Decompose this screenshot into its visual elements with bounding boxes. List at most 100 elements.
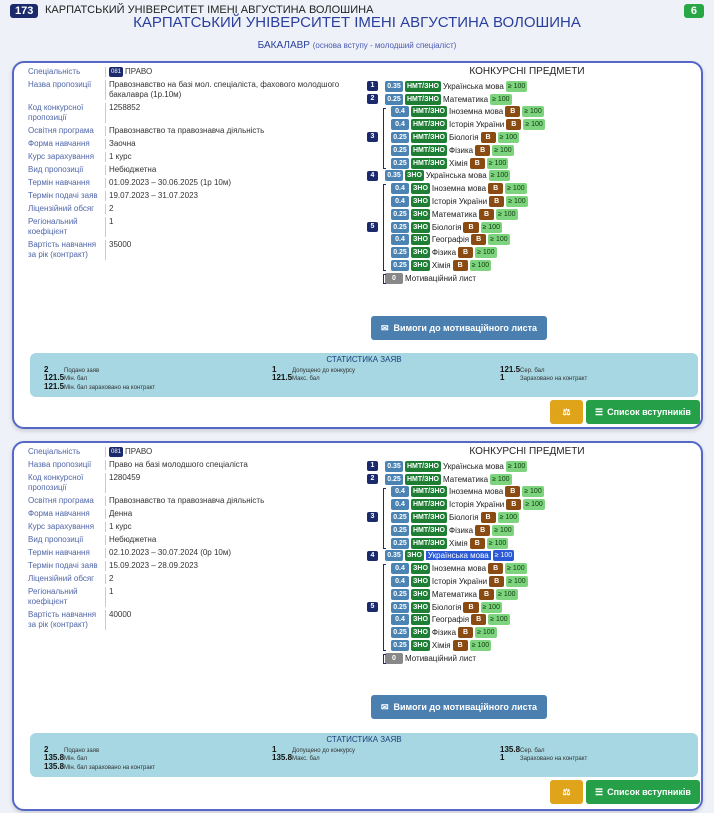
exam-type-badge: ЗНО bbox=[411, 260, 430, 272]
subject-row: 0.4 НМТ/ЗНО Іноземна мова В ≥ 100 bbox=[367, 486, 687, 499]
subject-weight: 0.4 bbox=[391, 119, 409, 131]
competitive-subjects: КОНКУРСНІ ПРЕДМЕТИ 1 0.35 НМТ/ЗНО Українська… bbox=[367, 66, 687, 285]
detail-value: 35000 bbox=[109, 240, 132, 250]
stat-value: 121.5 bbox=[44, 382, 65, 391]
subject-name: Фізика bbox=[431, 628, 457, 638]
level-b-badge: В bbox=[478, 588, 495, 600]
group-bracket bbox=[383, 487, 386, 549]
competitive-subjects: КОНКУРСНІ ПРЕДМЕТИ 1 0.35 НМТ/ЗНО Українська… bbox=[367, 446, 687, 665]
min-score-badge: ≥ 100 bbox=[496, 588, 518, 600]
subject-row: 0.25 НМТ/ЗНО Фізика В ≥ 100 bbox=[367, 524, 687, 537]
detail-label: Термін подачі заяв bbox=[28, 561, 106, 572]
university-name-small[interactable]: КАРПАТСЬКИЙ УНІВЕРСИТЕТ ІМЕНІ АВГУСТИНА … bbox=[45, 4, 374, 16]
subject-weight: 0.4 bbox=[391, 106, 409, 118]
subject-row: 1 0.35 НМТ/ЗНО Українська мова ≥ 100 bbox=[367, 80, 687, 93]
subject-name: Математика bbox=[443, 94, 489, 104]
subject-row: 0.4 ЗНО Географія В ≥ 100 bbox=[367, 234, 687, 247]
detail-row-offer-code: Код конкурсної пропозиції 1258852 bbox=[28, 103, 374, 124]
stat-value: 121.5 bbox=[44, 373, 65, 382]
exam-type-badge: НМТ/ЗНО bbox=[411, 512, 447, 524]
motivation-button-label: Вимоги до мотиваційного листа bbox=[393, 702, 538, 712]
subject-weight: 0.25 bbox=[391, 588, 409, 600]
subject-group-number: 2 bbox=[367, 473, 378, 484]
compare-button[interactable]: ⚖ bbox=[550, 780, 583, 804]
detail-value: Небюджетна bbox=[109, 535, 157, 545]
level-b-badge: В bbox=[458, 627, 474, 639]
applicants-list-button[interactable]: ☰ Список вступників bbox=[586, 400, 700, 424]
detail-row-specialty: Спеціальність 081 ПРАВО bbox=[28, 67, 374, 78]
stat-value: 121.5 bbox=[272, 373, 293, 382]
exam-type-badge: ЗНО bbox=[411, 601, 430, 613]
scales-icon: ⚖ bbox=[562, 786, 571, 797]
exam-type-badge: ЗНО bbox=[411, 627, 430, 639]
stat-label: Макс. бал bbox=[292, 756, 320, 762]
min-score-badge: ≥ 100 bbox=[492, 144, 514, 156]
detail-row-study-term: Термін навчання 02.10.2023 – 30.07.2024 (… bbox=[28, 548, 374, 559]
stat-label: Допущено до конкурсу bbox=[292, 748, 356, 754]
exam-type-badge: НМТ/ЗНО bbox=[411, 119, 447, 131]
subject-row: 3 0.25 НМТ/ЗНО Біологія В ≥ 100 bbox=[367, 511, 687, 524]
subject-group-number: 1 bbox=[367, 81, 378, 91]
stat-value: 135.8 bbox=[44, 762, 65, 771]
stat-enrolled: 1 Зараховано на контракт bbox=[500, 753, 587, 762]
stat-admitted: 1 Допущено до конкурсу bbox=[272, 745, 355, 754]
application-statistics: СТАТИСТИКА ЗАЯВ 2 Подано заяв 121.5Мін. бал… bbox=[30, 353, 698, 397]
stat-label: Макс. бал bbox=[292, 376, 320, 382]
level-b-badge: В bbox=[475, 524, 491, 536]
min-score-badge: ≥ 100 bbox=[506, 576, 528, 588]
application-statistics: СТАТИСТИКА ЗАЯВ 2 Подано заяв 135.8Мін. бал… bbox=[30, 733, 698, 777]
subject-row: 1 0.35 НМТ/ЗНО Українська мова ≥ 100 bbox=[367, 460, 687, 473]
level-b-badge: В bbox=[452, 640, 468, 652]
stat-min-enrolled: 121.5Мін. бал зараховано на контракт bbox=[44, 382, 155, 391]
detail-label: Вартість навчання за рік (контракт) bbox=[28, 610, 106, 631]
stat-admitted: 1 Допущено до конкурсу bbox=[272, 365, 355, 374]
min-score-badge: ≥ 100 bbox=[488, 614, 510, 626]
subject-row-motivation-letter: 0 Мотиваційний лист bbox=[367, 272, 687, 285]
stat-value: 121.5 bbox=[500, 365, 521, 374]
detail-label: Регіональний коефіцієнт bbox=[28, 587, 106, 608]
min-score-badge: ≥ 100 bbox=[490, 93, 512, 105]
subject-row: 0.4 НМТ/ЗНО Історія України В ≥ 100 bbox=[367, 498, 687, 511]
applicants-list-label: Список вступників bbox=[607, 787, 691, 797]
detail-row-regional: Регіональний коефіцієнт 1 bbox=[28, 217, 374, 238]
compare-button[interactable]: ⚖ bbox=[550, 400, 583, 424]
motivation-letter-requirements-button[interactable]: ✉ Вимоги до мотиваційного листа bbox=[371, 316, 547, 340]
applicants-list-label: Список вступників bbox=[607, 407, 691, 417]
subject-name: Історія України bbox=[449, 500, 505, 510]
subject-name: Математика bbox=[431, 209, 477, 219]
subject-name: Фізика bbox=[449, 525, 474, 535]
min-score-badge: ≥ 100 bbox=[475, 627, 497, 639]
subject-row: 0.25 ЗНО Хімія В ≥ 100 bbox=[367, 639, 687, 652]
subject-name: Географія bbox=[431, 235, 470, 245]
min-score-badge: ≥ 100 bbox=[486, 157, 509, 169]
detail-label: Вид пропозиції bbox=[28, 165, 106, 176]
list-icon: ☰ bbox=[595, 406, 604, 417]
stat-label: Допущено до конкурсу bbox=[292, 368, 356, 374]
detail-value: 02.10.2023 – 30.07.2024 (0р 10м) bbox=[109, 548, 232, 558]
detail-label: Регіональний коефіцієнт bbox=[28, 217, 106, 238]
min-score-badge: ≥ 100 bbox=[469, 640, 492, 652]
min-score-badge: ≥ 100 bbox=[522, 106, 544, 118]
min-score-badge: ≥ 100 bbox=[469, 260, 492, 272]
subject-row: 0.25 ЗНО Хімія В ≥ 100 bbox=[367, 259, 687, 272]
subject-group-number: 2 bbox=[367, 93, 378, 104]
exam-type-badge: ЗНО bbox=[411, 183, 430, 195]
motivation-letter-requirements-button[interactable]: ✉ Вимоги до мотиваційного листа bbox=[371, 695, 547, 719]
detail-label: Освітня програма bbox=[28, 126, 106, 137]
subject-name: Іноземна мова bbox=[431, 564, 487, 574]
subject-name: Історія України bbox=[431, 577, 488, 587]
applicants-list-button[interactable]: ☰ Список вступників bbox=[586, 780, 700, 804]
detail-value: 2 bbox=[109, 204, 114, 214]
subject-weight: 0 bbox=[385, 652, 403, 664]
stat-value: 135.8 bbox=[44, 753, 65, 762]
offer-count-badge: 6 bbox=[683, 4, 704, 18]
subject-weight: 0.35 bbox=[385, 550, 403, 562]
exam-type-badge: ЗНО bbox=[411, 234, 430, 246]
subject-row: 0.4 НМТ/ЗНО Іноземна мова В ≥ 100 bbox=[367, 106, 687, 119]
offer-details: Спеціальність 081 ПРАВО Назва пропозиції Пра… bbox=[28, 447, 374, 633]
detail-value: Денна bbox=[109, 509, 133, 519]
stat-avg: 135.8Сер. бал bbox=[500, 745, 545, 754]
detail-value: 1280459 bbox=[109, 473, 141, 483]
degree-basis: (основа вступу - молодший спеціаліст) bbox=[312, 41, 457, 50]
stats-title: СТАТИСТИКА ЗАЯВ bbox=[326, 355, 402, 364]
